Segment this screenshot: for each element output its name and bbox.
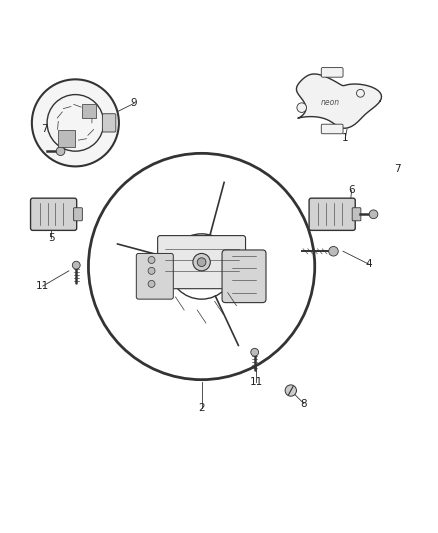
Text: 7: 7 xyxy=(42,124,48,134)
Text: 8: 8 xyxy=(300,399,307,409)
Circle shape xyxy=(357,90,364,97)
Circle shape xyxy=(197,258,206,266)
Text: 4: 4 xyxy=(366,260,372,269)
Text: 5: 5 xyxy=(48,233,55,243)
Circle shape xyxy=(297,103,307,112)
Circle shape xyxy=(148,256,155,263)
Text: neon: neon xyxy=(321,98,339,107)
Circle shape xyxy=(369,210,378,219)
Text: 2: 2 xyxy=(198,403,205,413)
Circle shape xyxy=(148,268,155,274)
FancyBboxPatch shape xyxy=(309,198,355,230)
Circle shape xyxy=(32,79,119,166)
FancyBboxPatch shape xyxy=(31,198,77,230)
Polygon shape xyxy=(297,74,381,128)
FancyBboxPatch shape xyxy=(352,208,361,221)
FancyBboxPatch shape xyxy=(136,254,173,299)
Circle shape xyxy=(56,147,65,156)
Circle shape xyxy=(148,280,155,287)
Circle shape xyxy=(251,349,258,356)
FancyBboxPatch shape xyxy=(57,130,75,148)
Text: 7: 7 xyxy=(394,164,401,174)
Circle shape xyxy=(193,254,210,271)
Text: 11: 11 xyxy=(36,281,49,291)
FancyBboxPatch shape xyxy=(222,250,266,303)
Circle shape xyxy=(72,261,80,269)
FancyBboxPatch shape xyxy=(321,68,343,77)
Text: 11: 11 xyxy=(249,377,263,387)
Text: 9: 9 xyxy=(131,98,138,108)
Circle shape xyxy=(285,385,297,396)
FancyBboxPatch shape xyxy=(74,208,82,221)
Text: 1: 1 xyxy=(342,133,349,143)
FancyBboxPatch shape xyxy=(102,114,116,132)
FancyBboxPatch shape xyxy=(321,124,343,134)
Text: 6: 6 xyxy=(349,185,355,195)
Circle shape xyxy=(328,246,338,256)
FancyBboxPatch shape xyxy=(158,236,246,289)
FancyBboxPatch shape xyxy=(82,104,96,118)
